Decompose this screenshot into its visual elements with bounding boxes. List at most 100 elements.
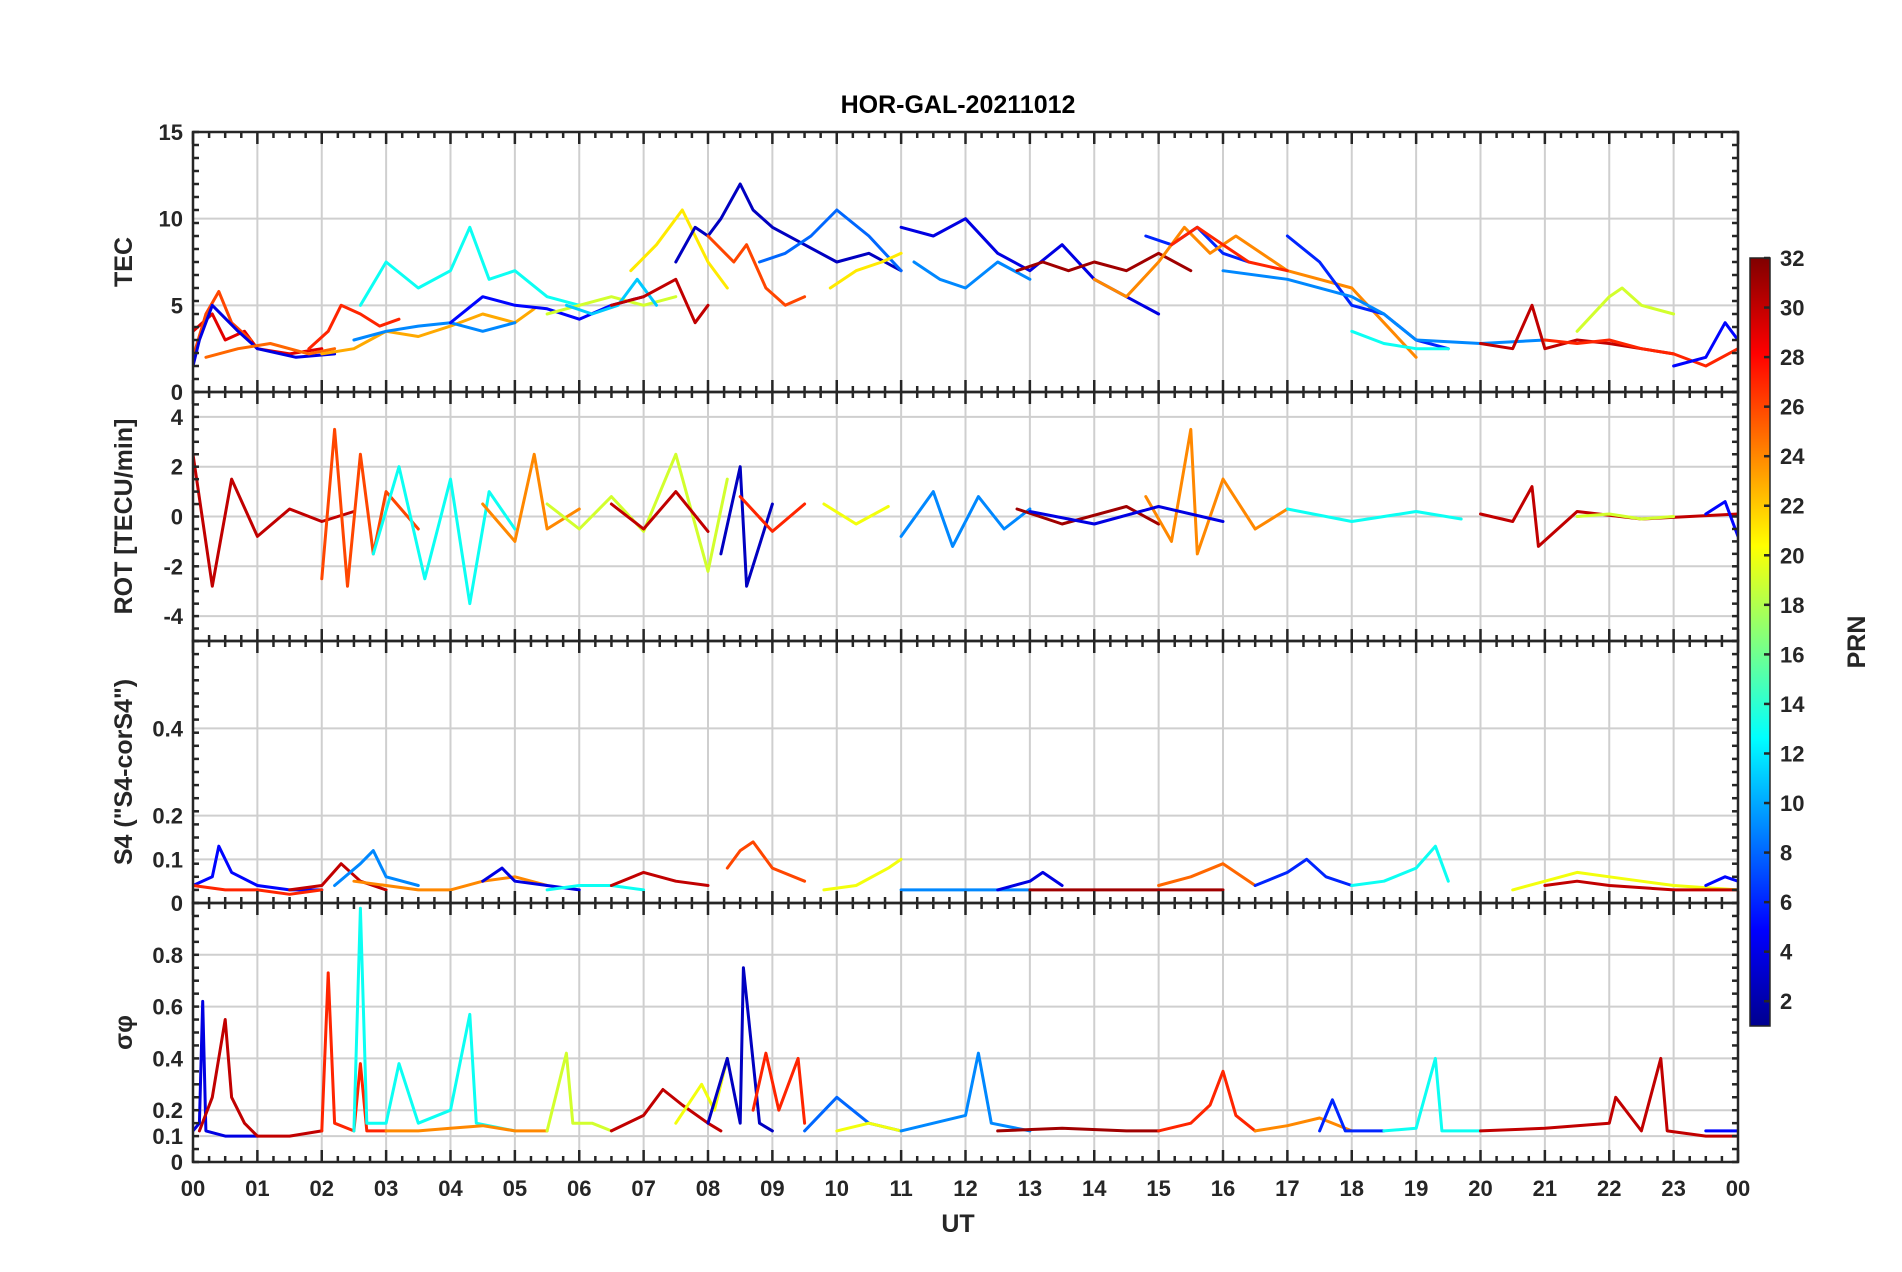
y-tick-label: 2 bbox=[171, 455, 183, 480]
series-group bbox=[193, 427, 1738, 606]
series-line-prn-30 bbox=[609, 277, 710, 325]
panel-rot: -4 -2 0 2 4 ROT [TECU/min] bbox=[110, 390, 1740, 643]
colorbar-tick-label: 32 bbox=[1780, 246, 1804, 271]
series-line-prn-6 bbox=[1318, 1098, 1386, 1133]
series-line-prn-4 bbox=[193, 303, 337, 368]
series-line-prn-25 bbox=[1157, 862, 1257, 887]
series-line-prn-9 bbox=[912, 260, 1032, 290]
series-line-prn-31 bbox=[1015, 251, 1193, 273]
series-line-prn-13 bbox=[1285, 507, 1463, 523]
series-line-prn-13 bbox=[1350, 844, 1450, 887]
y-tick-label: 0 bbox=[171, 505, 183, 530]
x-tick-label: 18 bbox=[1340, 1176, 1364, 1201]
y-tick-label: 0.8 bbox=[152, 943, 183, 968]
colorbar-tick-label: 16 bbox=[1780, 642, 1804, 667]
series-line-prn-3 bbox=[674, 182, 903, 273]
colorbar-tick-label: 24 bbox=[1780, 444, 1805, 469]
y-tick-label: 0.4 bbox=[152, 716, 183, 741]
series-line-prn-9 bbox=[899, 1051, 1032, 1133]
x-tick-label: 23 bbox=[1661, 1176, 1685, 1201]
y-tick-label: 4 bbox=[171, 405, 184, 430]
series-line-prn-11 bbox=[564, 277, 658, 316]
y-tick-label: 0.4 bbox=[152, 1046, 183, 1071]
y-tick-label: 0 bbox=[171, 891, 183, 916]
x-tick-label: 20 bbox=[1468, 1176, 1492, 1201]
series-line-prn-3 bbox=[706, 966, 774, 1133]
series-line-prn-13 bbox=[358, 225, 581, 307]
series-line-prn-30 bbox=[193, 452, 356, 588]
series-line-prn-30 bbox=[1479, 303, 1676, 356]
colorbar-tick-label: 6 bbox=[1780, 890, 1792, 915]
series-line-prn-8 bbox=[758, 208, 903, 273]
colorbar-tick-label: 20 bbox=[1780, 543, 1804, 568]
series-line-prn-27 bbox=[193, 884, 324, 896]
series-line-prn-5 bbox=[1704, 500, 1738, 538]
y-axis-label-rot: ROT [TECU/min] bbox=[110, 419, 138, 615]
colorbar-scale bbox=[1749, 257, 1771, 1027]
plot-title: HOR-GAL-20211012 bbox=[841, 91, 1076, 119]
y-tick-label: 5 bbox=[171, 293, 183, 318]
y-tick-label: -2 bbox=[163, 554, 183, 579]
series-line-prn-20 bbox=[822, 857, 903, 892]
series-group bbox=[193, 840, 1738, 896]
series-line-prn-21 bbox=[629, 208, 729, 290]
x-tick-label: 05 bbox=[503, 1176, 527, 1201]
series-line-prn-4 bbox=[996, 870, 1064, 892]
series-line-prn-19 bbox=[1575, 286, 1676, 333]
x-axis-label: UT bbox=[941, 1210, 974, 1238]
series-line-prn-27 bbox=[751, 1051, 807, 1125]
colorbar-tick-label: 22 bbox=[1780, 494, 1804, 519]
colorbar-tick-label: 14 bbox=[1780, 692, 1805, 717]
series-line-prn-30 bbox=[609, 490, 710, 533]
y-axis-label-s4: S4 ("S4-corS4") bbox=[110, 679, 138, 865]
y-tick-label: 0.1 bbox=[152, 1124, 183, 1149]
x-tick-label: 14 bbox=[1082, 1176, 1107, 1201]
x-tick-label: 00 bbox=[181, 1176, 205, 1201]
y-tick-label: 15 bbox=[159, 120, 183, 145]
series-line-prn-5 bbox=[1704, 875, 1738, 887]
y-axis-label-tec: TEC bbox=[110, 237, 138, 287]
y-tick-label: -4 bbox=[163, 604, 183, 629]
series-line-prn-30 bbox=[609, 1088, 723, 1133]
x-tick-label: 01 bbox=[245, 1176, 269, 1201]
series-line-prn-19 bbox=[545, 452, 729, 573]
series-line-prn-13 bbox=[371, 465, 517, 606]
series-line-prn-26 bbox=[725, 840, 807, 883]
x-tick-label: 10 bbox=[825, 1176, 849, 1201]
colorbar-tick-label: 8 bbox=[1780, 841, 1792, 866]
x-tick-label: 22 bbox=[1597, 1176, 1621, 1201]
series-line-prn-13 bbox=[352, 906, 517, 1133]
series-line-prn-24 bbox=[1253, 1116, 1354, 1133]
series-line-prn-21 bbox=[828, 251, 903, 290]
y-tick-label: 0.6 bbox=[152, 995, 183, 1020]
series-line-prn-27 bbox=[738, 495, 807, 533]
series-line-prn-24 bbox=[481, 452, 581, 543]
x-tick-label: 11 bbox=[889, 1176, 912, 1201]
series-line-prn-20 bbox=[822, 502, 890, 526]
x-tick-label: 19 bbox=[1404, 1176, 1428, 1201]
colorbar-tick-label: 28 bbox=[1780, 345, 1804, 370]
x-tick-label: 00 bbox=[1726, 1176, 1750, 1201]
series-line-prn-13 bbox=[545, 884, 646, 892]
panel-sigma_phi: 00.10.2 0.4 0.6 0.8 σφ 00 01 02 03 04 05 06 07 08 09 10… bbox=[110, 901, 1750, 1201]
series-line-prn-26 bbox=[320, 427, 420, 588]
x-tick-label: 21 bbox=[1533, 1176, 1557, 1201]
y-tick-label: 0.2 bbox=[152, 1098, 183, 1123]
series-line-prn-30 bbox=[1543, 879, 1738, 892]
y-tick-label: 0 bbox=[171, 1150, 183, 1175]
series-line-prn-27 bbox=[1543, 338, 1738, 368]
x-tick-label: 15 bbox=[1146, 1176, 1170, 1201]
x-tick-label: 02 bbox=[310, 1176, 334, 1201]
series-line-prn-4 bbox=[1028, 505, 1225, 526]
y-tick-label: 0 bbox=[171, 380, 183, 405]
series-line-prn-5 bbox=[1672, 321, 1738, 368]
series-line-prn-9 bbox=[899, 490, 1032, 548]
series-line-prn-9 bbox=[352, 321, 517, 342]
colorbar-tick-label: 18 bbox=[1780, 593, 1804, 618]
series-line-prn-19 bbox=[1575, 512, 1676, 521]
series-line-prn-13 bbox=[1350, 329, 1450, 351]
